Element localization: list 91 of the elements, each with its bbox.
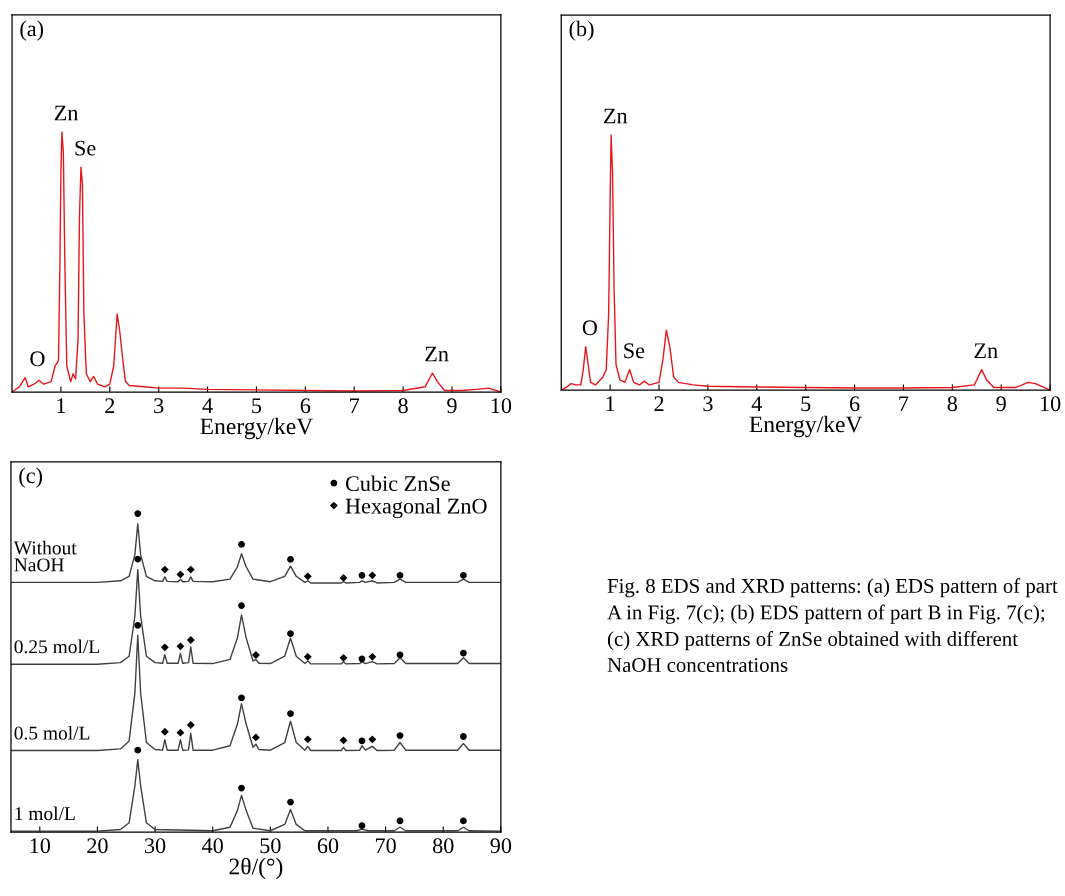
point xyxy=(134,510,142,517)
x-tick-label: 7 xyxy=(899,396,909,411)
point xyxy=(460,649,467,657)
x-tick-label: 5 xyxy=(801,396,811,412)
point xyxy=(358,655,366,663)
point xyxy=(460,733,467,740)
x-tick-label: 6 xyxy=(300,398,311,414)
x-tick-label: 2 xyxy=(105,398,115,413)
point xyxy=(287,710,294,717)
point xyxy=(134,746,142,754)
annotation: O xyxy=(30,351,45,367)
x-axis-title: Energy/keV xyxy=(200,417,314,440)
x-tick-label: 1 xyxy=(606,396,615,411)
x-tick-label: 9 xyxy=(447,398,457,414)
point xyxy=(368,735,377,744)
x-axis-title: Energy/keV xyxy=(749,415,863,438)
point xyxy=(460,817,467,825)
point xyxy=(176,642,185,651)
chart-title: (b) xyxy=(569,20,594,41)
x-tick-label: 90 xyxy=(490,838,512,854)
point xyxy=(176,728,185,737)
point xyxy=(160,727,169,736)
x-tick-label: 4 xyxy=(751,396,762,411)
point xyxy=(176,570,185,579)
point xyxy=(339,573,348,582)
point xyxy=(186,721,195,729)
point xyxy=(358,822,366,830)
point xyxy=(251,733,260,742)
x-tick-label: 8 xyxy=(947,396,958,412)
chart-title: (c) xyxy=(19,467,43,488)
point xyxy=(287,556,294,563)
point xyxy=(368,652,377,661)
point xyxy=(134,555,142,563)
annotation: Zn xyxy=(974,343,998,358)
point xyxy=(339,653,348,662)
x-tick-label: 9 xyxy=(996,396,1006,412)
x-tick-label: 60 xyxy=(317,838,339,854)
point xyxy=(287,798,294,806)
point xyxy=(339,736,348,745)
x-tick-label: 10 xyxy=(491,398,512,414)
x-axis-title: 2θ/(°) xyxy=(229,857,283,880)
point xyxy=(160,565,169,574)
legend-label: Cubic ZnSe xyxy=(345,475,450,492)
point xyxy=(303,572,312,581)
point xyxy=(368,571,377,580)
x-tick-label: 10 xyxy=(1040,396,1061,412)
caption: Fig. 8 EDS and XRD patterns: (a) EDS pattern of part A in Fig. 7(c); (b) EDS pattern of part B in Fig. 7(c); (c) XRD patterns of ZnSe obtained with different NaOH concentrations xyxy=(607,578,1058,673)
point xyxy=(303,652,312,661)
point xyxy=(238,602,245,609)
x-tick-label: 30 xyxy=(145,838,166,854)
annotation: Se xyxy=(75,140,96,156)
x-tick-label: 80 xyxy=(432,838,454,854)
x-tick-label: 4 xyxy=(202,398,213,413)
x-tick-label: 40 xyxy=(202,838,223,854)
series-label: 0.25 mol/L xyxy=(14,639,99,654)
annotation: Se xyxy=(624,343,645,359)
x-tick-label: 3 xyxy=(703,396,713,412)
point xyxy=(287,630,294,638)
point xyxy=(460,571,467,579)
point xyxy=(358,571,366,579)
x-tick-label: 5 xyxy=(252,398,262,414)
chart-title: (a) xyxy=(20,20,44,41)
legend-label: Hexagonal ZnO xyxy=(345,497,487,519)
point xyxy=(134,621,142,629)
x-tick-label: 10 xyxy=(30,838,51,854)
x-tick-label: 7 xyxy=(350,398,360,413)
x-tick-label: 1 xyxy=(57,398,66,413)
point xyxy=(238,541,245,548)
series-label: Without NaOH xyxy=(13,540,77,572)
series-label: 0.5 mol/L xyxy=(14,725,90,740)
annotation: Zn xyxy=(604,108,628,124)
point xyxy=(251,651,260,659)
point xyxy=(303,735,312,744)
annotation: O xyxy=(582,320,597,336)
point xyxy=(396,732,404,739)
x-tick-label: 6 xyxy=(849,396,860,412)
point xyxy=(238,694,245,702)
point xyxy=(160,643,169,652)
x-tick-label: 20 xyxy=(87,838,108,854)
point xyxy=(238,784,245,792)
x-tick-label: 50 xyxy=(260,838,281,854)
point xyxy=(396,571,404,579)
x-tick-label: 8 xyxy=(398,398,408,414)
point xyxy=(186,636,195,644)
annotation: Zn xyxy=(54,105,79,121)
x-tick-label: 2 xyxy=(654,396,664,411)
x-tick-label: 70 xyxy=(375,838,396,854)
point xyxy=(186,565,195,574)
x-tick-label: 3 xyxy=(154,398,164,414)
annotation: Zn xyxy=(425,346,449,362)
series-label: 1 mol/L xyxy=(15,806,75,821)
